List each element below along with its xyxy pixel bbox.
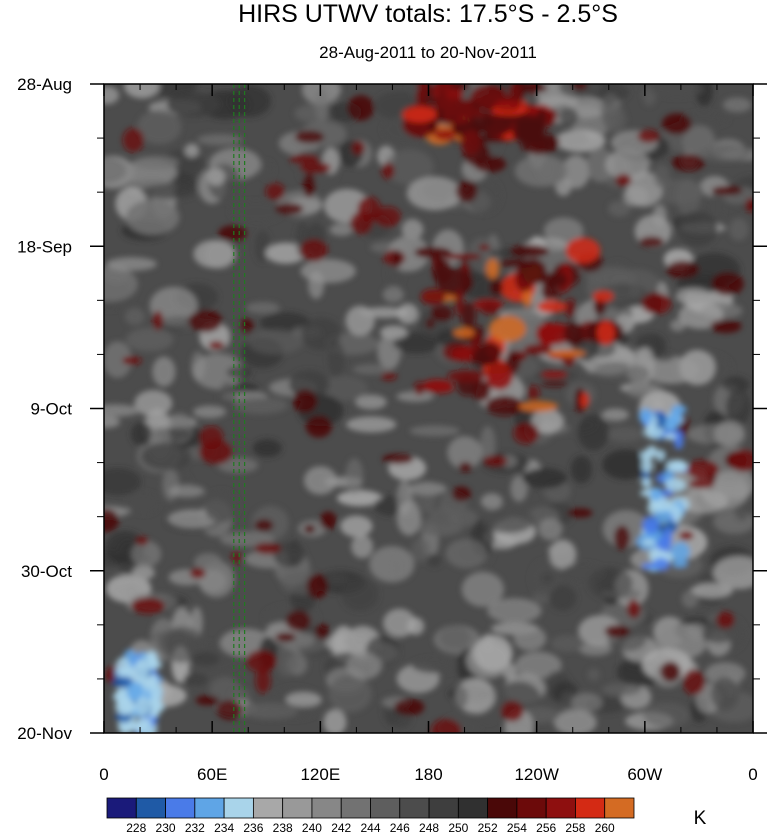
colorbar-swatch bbox=[223, 797, 254, 819]
y-tick-label: 30-Oct bbox=[21, 562, 72, 581]
colorbar-level-label: 232 bbox=[185, 821, 205, 834]
colorbar-swatch bbox=[545, 797, 576, 819]
colorbar-swatch bbox=[106, 797, 137, 819]
colorbar-level-label: 244 bbox=[360, 821, 380, 834]
colorbar: 228 230 232 234 236 238 240 242 244 246 248 250 252 2… bbox=[106, 797, 635, 834]
colorbar-swatch bbox=[399, 797, 430, 819]
colorbar-swatch bbox=[428, 797, 459, 819]
colorbar-level-label: 256 bbox=[536, 821, 556, 834]
x-axis: 0 60E 120E 180 120W 60W 0 bbox=[99, 84, 758, 784]
colorbar-level-label: 248 bbox=[419, 821, 439, 834]
colorbar-level-label: 230 bbox=[156, 821, 176, 834]
reference-lines bbox=[233, 84, 246, 733]
y-tick-label: 20-Nov bbox=[17, 724, 72, 743]
x-tick-label: 120E bbox=[300, 765, 340, 784]
colorbar-level-label: 242 bbox=[331, 821, 351, 834]
colorbar-swatch bbox=[165, 797, 196, 819]
y-tick-label: 18-Sep bbox=[17, 237, 72, 256]
colorbar-swatch bbox=[252, 797, 284, 819]
x-tick-label: 60W bbox=[627, 765, 662, 784]
colorbar-swatch bbox=[340, 797, 371, 819]
colorbar-level-label: 234 bbox=[214, 821, 234, 834]
colorbar-swatch bbox=[516, 797, 547, 819]
colorbar-swatch bbox=[311, 797, 342, 819]
colorbar-level-label: 258 bbox=[565, 821, 585, 834]
colorbar-swatch bbox=[135, 797, 166, 819]
colorbar-level-label: 250 bbox=[448, 821, 468, 834]
colorbar-level-label: 238 bbox=[273, 821, 293, 834]
colorbar-level-label: 228 bbox=[126, 821, 146, 834]
y-axis: 28-Aug 18-Sep 9-Oct 30-Oct 20-Nov bbox=[17, 75, 767, 743]
colorbar-level-label: 240 bbox=[302, 821, 322, 834]
chart-subtitle: 28-Aug-2011 to 20-Nov-2011 bbox=[319, 43, 537, 62]
colorbar-level-label: 246 bbox=[390, 821, 410, 834]
colorbar-level-label: 252 bbox=[478, 821, 498, 834]
x-tick-label: 60E bbox=[197, 765, 227, 784]
heatmap-field bbox=[104, 84, 753, 733]
chart-title: HIRS UTWV totals: 17.5°S - 2.5°S bbox=[238, 0, 618, 28]
y-tick-label: 28-Aug bbox=[17, 75, 72, 94]
colorbar-swatch bbox=[487, 797, 518, 819]
colorbar-level-label: 236 bbox=[243, 821, 263, 834]
colorbar-swatch bbox=[457, 797, 489, 819]
x-tick-label: 0 bbox=[99, 765, 108, 784]
x-tick-label: 120W bbox=[514, 765, 558, 784]
y-tick-label: 9-Oct bbox=[30, 400, 72, 419]
colorbar-swatch bbox=[282, 797, 313, 819]
x-tick-label: 180 bbox=[414, 765, 442, 784]
colorbar-swatch bbox=[575, 797, 606, 819]
x-tick-label: 0 bbox=[748, 765, 757, 784]
colorbar-unit-label: K bbox=[694, 808, 707, 829]
colorbar-level-label: 254 bbox=[507, 821, 527, 834]
colorbar-swatch bbox=[194, 797, 225, 819]
colorbar-level-label: 260 bbox=[595, 821, 615, 834]
colorbar-swatch bbox=[370, 797, 401, 819]
colorbar-swatch bbox=[604, 797, 635, 819]
